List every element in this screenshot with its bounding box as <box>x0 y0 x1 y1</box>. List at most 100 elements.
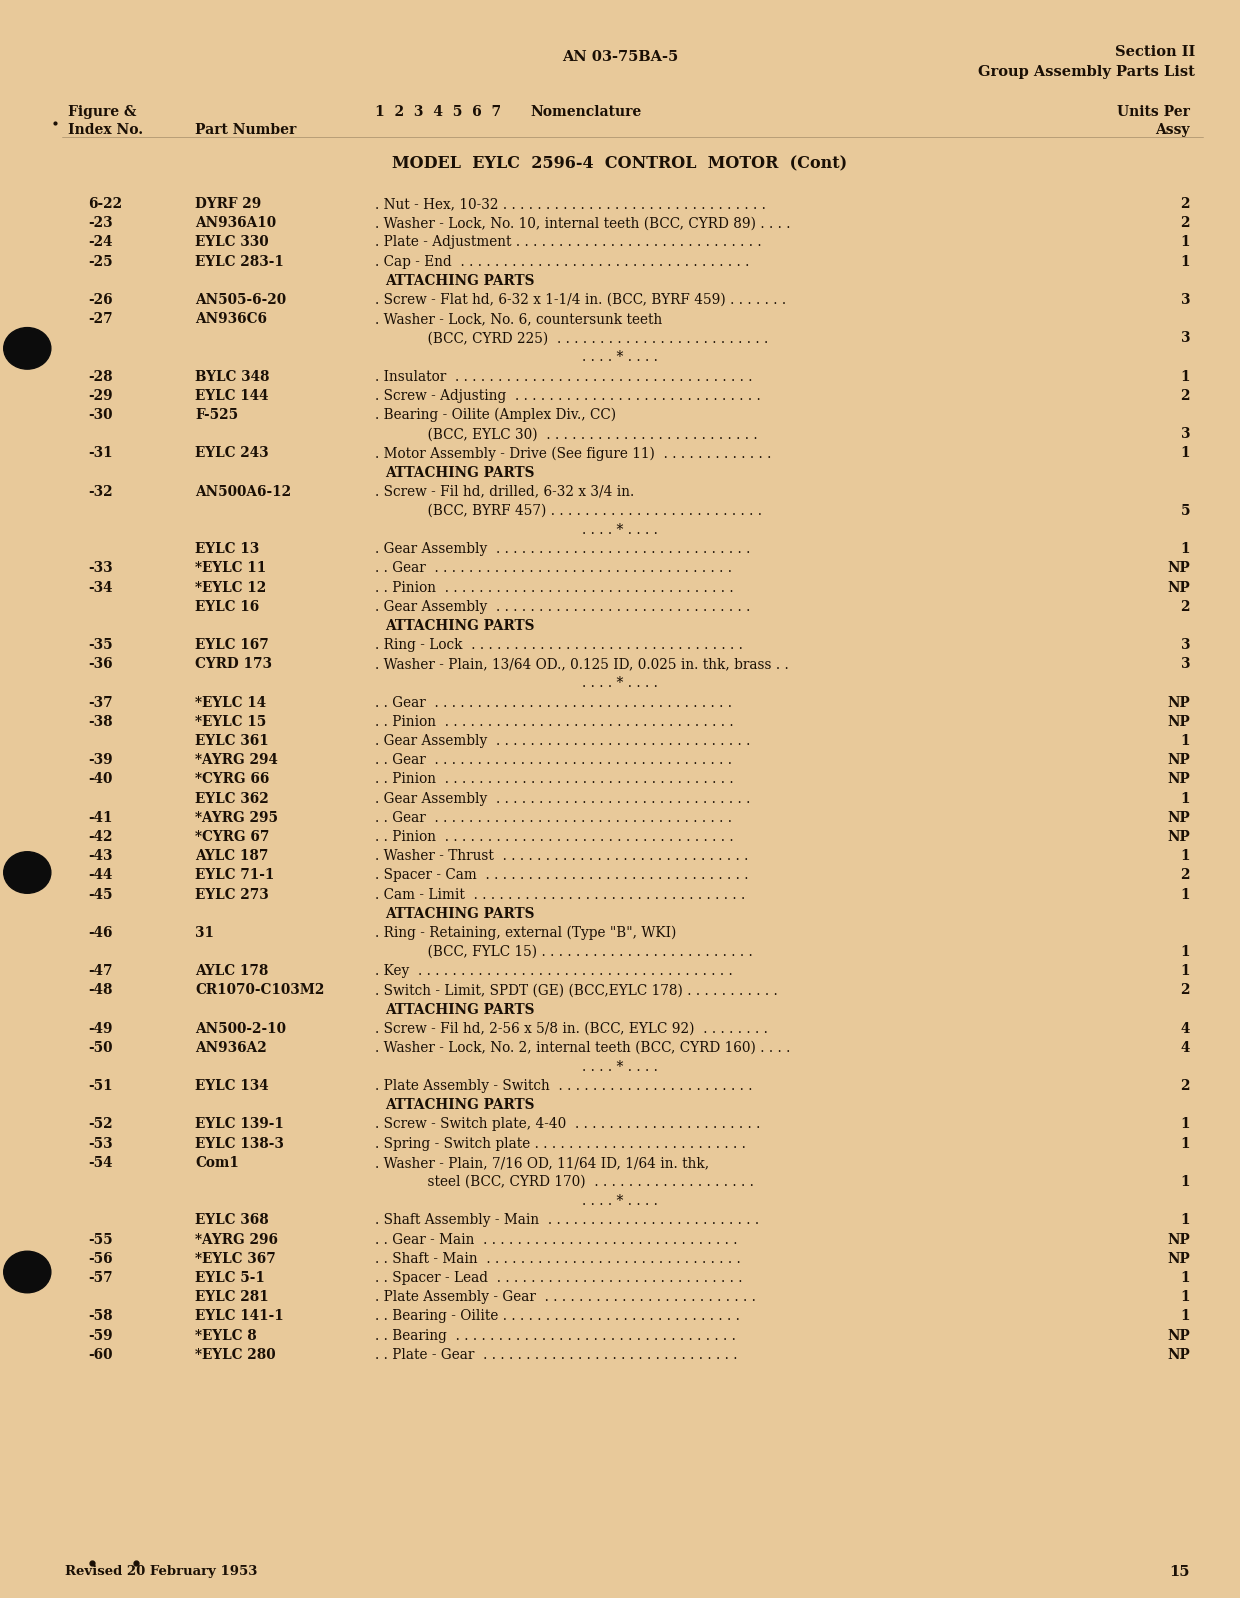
Text: AYLC 187: AYLC 187 <box>195 849 268 863</box>
Text: 1: 1 <box>1180 944 1190 959</box>
Text: -45: -45 <box>88 887 113 901</box>
Text: -52: -52 <box>88 1117 113 1131</box>
Text: Assy: Assy <box>1156 123 1190 137</box>
Text: AYLC 178: AYLC 178 <box>195 964 268 978</box>
Text: . Motor Assembly - Drive (See figure 11)  . . . . . . . . . . . . .: . Motor Assembly - Drive (See figure 11)… <box>374 446 771 460</box>
Text: EYLC 283-1: EYLC 283-1 <box>195 254 284 268</box>
Text: 1: 1 <box>1180 542 1190 556</box>
Text: NP: NP <box>1167 714 1190 729</box>
Text: *EYLC 280: *EYLC 280 <box>195 1347 275 1361</box>
Text: *CYRG 66: *CYRG 66 <box>195 772 269 786</box>
Text: *AYRG 295: *AYRG 295 <box>195 810 278 825</box>
Text: 1: 1 <box>1180 1309 1190 1323</box>
Text: EYLC 144: EYLC 144 <box>195 388 269 403</box>
Text: NP: NP <box>1167 829 1190 844</box>
Text: NP: NP <box>1167 1347 1190 1361</box>
Text: -51: -51 <box>88 1079 113 1093</box>
Text: 3: 3 <box>1180 292 1190 307</box>
Text: 2: 2 <box>1180 216 1190 230</box>
Text: . Switch - Limit, SPDT (GE) (BCC,EYLC 178) . . . . . . . . . . .: . Switch - Limit, SPDT (GE) (BCC,EYLC 17… <box>374 983 777 997</box>
Text: ATTACHING PARTS: ATTACHING PARTS <box>384 465 534 479</box>
Text: 2: 2 <box>1180 1079 1190 1093</box>
Text: Nomenclature: Nomenclature <box>529 105 641 118</box>
Text: . Washer - Lock, No. 10, internal teeth (BCC, CYRD 89) . . . .: . Washer - Lock, No. 10, internal teeth … <box>374 216 791 230</box>
Text: 1: 1 <box>1180 887 1190 901</box>
Text: EYLC 139-1: EYLC 139-1 <box>195 1117 284 1131</box>
Text: 1: 1 <box>1180 235 1190 249</box>
Text: 1: 1 <box>1180 733 1190 748</box>
Text: 1: 1 <box>1180 1213 1190 1227</box>
Text: . Cap - End  . . . . . . . . . . . . . . . . . . . . . . . . . . . . . . . . . .: . Cap - End . . . . . . . . . . . . . . … <box>374 254 749 268</box>
Text: . . Gear  . . . . . . . . . . . . . . . . . . . . . . . . . . . . . . . . . . .: . . Gear . . . . . . . . . . . . . . . .… <box>374 753 732 767</box>
Text: . Gear Assembly  . . . . . . . . . . . . . . . . . . . . . . . . . . . . . .: . Gear Assembly . . . . . . . . . . . . … <box>374 733 750 748</box>
Text: -40: -40 <box>88 772 113 786</box>
Text: NP: NP <box>1167 1232 1190 1246</box>
Text: NP: NP <box>1167 1251 1190 1266</box>
Ellipse shape <box>4 328 51 369</box>
Text: -55: -55 <box>88 1232 113 1246</box>
Text: *EYLC 8: *EYLC 8 <box>195 1328 257 1342</box>
Text: NP: NP <box>1167 580 1190 594</box>
Text: 3: 3 <box>1180 427 1190 441</box>
Text: -26: -26 <box>88 292 113 307</box>
Text: *EYLC 15: *EYLC 15 <box>195 714 267 729</box>
Ellipse shape <box>4 1251 51 1293</box>
Text: . Ring - Lock  . . . . . . . . . . . . . . . . . . . . . . . . . . . . . . . .: . Ring - Lock . . . . . . . . . . . . . … <box>374 638 743 652</box>
Text: 3: 3 <box>1180 657 1190 671</box>
Text: -39: -39 <box>88 753 113 767</box>
Text: -54: -54 <box>88 1155 113 1170</box>
Text: *AYRG 294: *AYRG 294 <box>195 753 278 767</box>
Text: 31: 31 <box>195 925 215 940</box>
Text: -60: -60 <box>88 1347 113 1361</box>
Text: . . Pinion  . . . . . . . . . . . . . . . . . . . . . . . . . . . . . . . . . .: . . Pinion . . . . . . . . . . . . . . .… <box>374 714 734 729</box>
Text: AN500A6-12: AN500A6-12 <box>195 484 291 499</box>
Text: -25: -25 <box>88 254 113 268</box>
Text: EYLC 362: EYLC 362 <box>195 791 269 805</box>
Text: -34: -34 <box>88 580 113 594</box>
Text: . Shaft Assembly - Main  . . . . . . . . . . . . . . . . . . . . . . . . .: . Shaft Assembly - Main . . . . . . . . … <box>374 1213 759 1227</box>
Text: . . . . * . . . .: . . . . * . . . . <box>582 1059 658 1074</box>
Text: ATTACHING PARTS: ATTACHING PARTS <box>384 1002 534 1016</box>
Text: . . Plate - Gear  . . . . . . . . . . . . . . . . . . . . . . . . . . . . . .: . . Plate - Gear . . . . . . . . . . . .… <box>374 1347 738 1361</box>
Text: 4: 4 <box>1180 1040 1190 1055</box>
Text: -44: -44 <box>88 868 113 882</box>
Text: AN500-2-10: AN500-2-10 <box>195 1021 286 1036</box>
Text: CR1070-C103M2: CR1070-C103M2 <box>195 983 325 997</box>
Text: 1: 1 <box>1180 254 1190 268</box>
Text: 1: 1 <box>1180 1270 1190 1285</box>
Text: . . Gear  . . . . . . . . . . . . . . . . . . . . . . . . . . . . . . . . . . .: . . Gear . . . . . . . . . . . . . . . .… <box>374 695 732 710</box>
Text: . Spring - Switch plate . . . . . . . . . . . . . . . . . . . . . . . . .: . Spring - Switch plate . . . . . . . . … <box>374 1136 746 1151</box>
Text: 2: 2 <box>1180 197 1190 211</box>
Text: *CYRG 67: *CYRG 67 <box>195 829 269 844</box>
Text: *EYLC 11: *EYLC 11 <box>195 561 267 575</box>
Text: . Washer - Lock, No. 6, countersunk teeth: . Washer - Lock, No. 6, countersunk teet… <box>374 312 662 326</box>
Text: -43: -43 <box>88 849 113 863</box>
Text: 3: 3 <box>1180 638 1190 652</box>
Text: . . Bearing - Oilite . . . . . . . . . . . . . . . . . . . . . . . . . . . .: . . Bearing - Oilite . . . . . . . . . .… <box>374 1309 740 1323</box>
Text: . Washer - Thrust  . . . . . . . . . . . . . . . . . . . . . . . . . . . . .: . Washer - Thrust . . . . . . . . . . . … <box>374 849 749 863</box>
Text: *EYLC 367: *EYLC 367 <box>195 1251 275 1266</box>
Text: -29: -29 <box>88 388 113 403</box>
Text: Part Number: Part Number <box>195 123 296 137</box>
Text: Units Per: Units Per <box>1117 105 1190 118</box>
Text: . Washer - Lock, No. 2, internal teeth (BCC, CYRD 160) . . . .: . Washer - Lock, No. 2, internal teeth (… <box>374 1040 790 1055</box>
Text: . . Pinion  . . . . . . . . . . . . . . . . . . . . . . . . . . . . . . . . . .: . . Pinion . . . . . . . . . . . . . . .… <box>374 829 734 844</box>
Text: 15: 15 <box>1169 1564 1190 1579</box>
Text: . Screw - Fil hd, drilled, 6-32 x 3/4 in.: . Screw - Fil hd, drilled, 6-32 x 3/4 in… <box>374 484 634 499</box>
Text: . . Gear  . . . . . . . . . . . . . . . . . . . . . . . . . . . . . . . . . . .: . . Gear . . . . . . . . . . . . . . . .… <box>374 561 732 575</box>
Text: . Screw - Switch plate, 4-40  . . . . . . . . . . . . . . . . . . . . . .: . Screw - Switch plate, 4-40 . . . . . .… <box>374 1117 760 1131</box>
Text: . . Gear  . . . . . . . . . . . . . . . . . . . . . . . . . . . . . . . . . . .: . . Gear . . . . . . . . . . . . . . . .… <box>374 810 732 825</box>
Text: EYLC 361: EYLC 361 <box>195 733 269 748</box>
Text: . Gear Assembly  . . . . . . . . . . . . . . . . . . . . . . . . . . . . . .: . Gear Assembly . . . . . . . . . . . . … <box>374 599 750 614</box>
Ellipse shape <box>4 852 51 893</box>
Text: (BCC, EYLC 30)  . . . . . . . . . . . . . . . . . . . . . . . . .: (BCC, EYLC 30) . . . . . . . . . . . . .… <box>374 427 758 441</box>
Text: -35: -35 <box>88 638 113 652</box>
Text: CYRD 173: CYRD 173 <box>195 657 272 671</box>
Text: EYLC 330: EYLC 330 <box>195 235 269 249</box>
Text: -57: -57 <box>88 1270 113 1285</box>
Text: . Key  . . . . . . . . . . . . . . . . . . . . . . . . . . . . . . . . . . . . .: . Key . . . . . . . . . . . . . . . . . … <box>374 964 733 978</box>
Text: -41: -41 <box>88 810 113 825</box>
Text: EYLC 138-3: EYLC 138-3 <box>195 1136 284 1151</box>
Text: 1  2  3  4  5  6  7: 1 2 3 4 5 6 7 <box>374 105 501 118</box>
Text: 4: 4 <box>1180 1021 1190 1036</box>
